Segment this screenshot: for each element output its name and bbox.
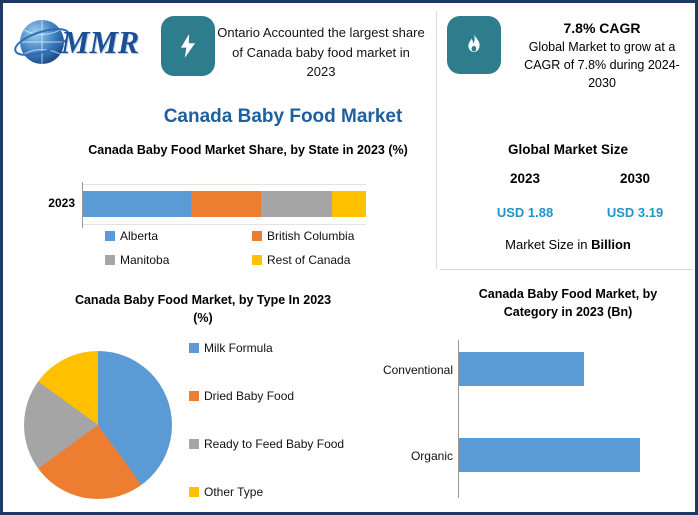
bar-label-conventional: Conventional bbox=[382, 363, 453, 377]
legend-item-british-columbia: British Columbia bbox=[252, 229, 354, 243]
header-vertical-divider bbox=[436, 11, 437, 269]
legend-swatch-ready-to-feed bbox=[189, 439, 199, 449]
gridline-top bbox=[83, 184, 366, 185]
logo-text: MMR bbox=[61, 23, 140, 60]
header-highlight-text: Ontario Accounted the largest share of C… bbox=[217, 25, 425, 79]
gridline-bottom bbox=[83, 224, 366, 225]
legend-item-rest-of-canada: Rest of Canada bbox=[252, 253, 350, 267]
legend-swatch-milk-formula bbox=[189, 343, 199, 353]
market-size-note: Market Size in Billion bbox=[443, 237, 693, 252]
lightning-bolt-glyph bbox=[180, 34, 196, 58]
stacked-bar-category-label: 2023 bbox=[48, 196, 75, 210]
legend-swatch-british-columbia bbox=[252, 231, 262, 241]
market-size-note-unit: Billion bbox=[591, 237, 631, 252]
legend-swatch-dried-baby-food bbox=[189, 391, 199, 401]
legend-item-ready-to-feed: Ready to Feed Baby Food bbox=[189, 437, 344, 451]
bar-organic bbox=[459, 438, 640, 472]
stacked-bar-axis bbox=[82, 182, 83, 228]
category-chart-title: Canada Baby Food Market, by Category in … bbox=[478, 287, 658, 319]
stacked-bar-chart bbox=[83, 191, 366, 217]
market-size-note-prefix: Market Size in bbox=[505, 237, 592, 252]
stacked-segment-4 bbox=[332, 191, 366, 217]
pie-chart bbox=[24, 351, 172, 499]
global-market-size-title: Global Market Size bbox=[507, 142, 629, 157]
legend-label-british-columbia: British Columbia bbox=[267, 229, 355, 243]
stacked-segment-1 bbox=[83, 191, 191, 217]
stacked-chart-title: Canada Baby Food Market Share, by State … bbox=[88, 143, 408, 157]
legend-item-alberta: Alberta bbox=[105, 229, 158, 243]
lightning-icon bbox=[161, 16, 215, 76]
flame-icon bbox=[447, 16, 501, 74]
legend-item-milk-formula: Milk Formula bbox=[189, 341, 344, 355]
globe-icon bbox=[14, 20, 70, 64]
market-size-year-2030: 2030 bbox=[619, 171, 651, 186]
legend-swatch-rest-of-canada bbox=[252, 255, 262, 265]
stacked-segment-3 bbox=[261, 191, 333, 217]
legend-label-manitoba: Manitoba bbox=[120, 253, 170, 267]
category-chart-axis bbox=[458, 340, 459, 498]
pie-legend: Milk Formula Dried Baby Food Ready to Fe… bbox=[189, 341, 344, 499]
legend-label-milk-formula: Milk Formula bbox=[204, 341, 273, 355]
stacked-segment-2 bbox=[190, 191, 262, 217]
legend-label-alberta: Alberta bbox=[120, 229, 159, 243]
right-panel-divider bbox=[440, 269, 693, 270]
flame-glyph bbox=[468, 33, 480, 52]
legend-swatch-manitoba bbox=[105, 255, 115, 265]
cagr-block: 7.8% CAGR Global Market to grow at a CAG… bbox=[511, 20, 693, 92]
market-size-value-2023: USD 1.88 bbox=[496, 205, 554, 220]
market-size-value-2030: USD 3.19 bbox=[606, 205, 664, 220]
legend-item-other-type: Other Type bbox=[189, 485, 344, 499]
cagr-text: Global Market to grow at a CAGR of 7.8% … bbox=[524, 40, 680, 90]
legend-item-dried-baby-food: Dried Baby Food bbox=[189, 389, 344, 403]
market-size-year-2023: 2023 bbox=[509, 171, 541, 186]
legend-label-dried-baby-food: Dried Baby Food bbox=[204, 389, 295, 403]
legend-swatch-alberta bbox=[105, 231, 115, 241]
page-title: Canada Baby Food Market bbox=[163, 106, 403, 127]
bar-label-organic: Organic bbox=[410, 449, 453, 463]
mmr-logo: MMR bbox=[13, 11, 163, 73]
legend-swatch-other-type bbox=[189, 487, 199, 497]
pie-chart-title: Canada Baby Food Market, by Type In 2023… bbox=[74, 293, 332, 325]
cagr-title: 7.8% CAGR bbox=[563, 20, 641, 36]
legend-label-other-type: Other Type bbox=[204, 485, 264, 499]
legend-item-manitoba: Manitoba bbox=[105, 253, 169, 267]
legend-label-ready-to-feed: Ready to Feed Baby Food bbox=[204, 437, 345, 451]
legend-label-rest-of-canada: Rest of Canada bbox=[267, 253, 351, 267]
bar-conventional bbox=[459, 352, 585, 386]
